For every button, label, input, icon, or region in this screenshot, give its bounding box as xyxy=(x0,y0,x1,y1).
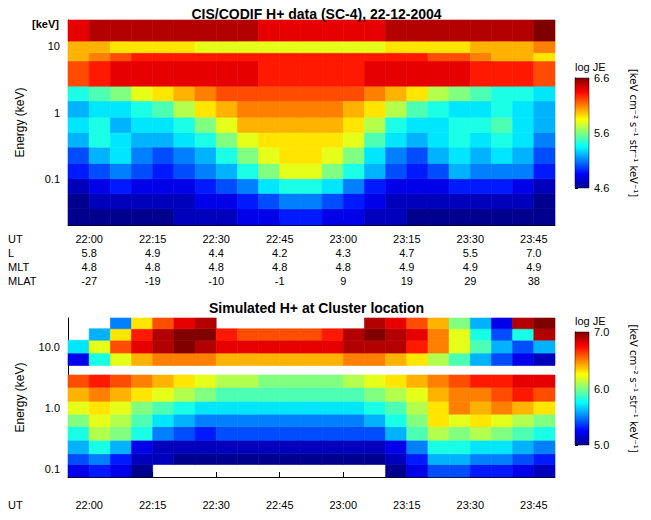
svg-text:L: L xyxy=(8,247,14,259)
svg-text:4.9: 4.9 xyxy=(399,261,414,273)
svg-text:22:30: 22:30 xyxy=(202,233,230,245)
svg-text:0.1: 0.1 xyxy=(45,173,60,185)
svg-text:22:00: 22:00 xyxy=(75,233,103,245)
svg-text:4.9: 4.9 xyxy=(145,247,160,259)
svg-text:5.5: 5.5 xyxy=(463,247,478,259)
svg-text:4.8: 4.8 xyxy=(272,261,287,273)
svg-text:1.0: 1.0 xyxy=(45,402,60,414)
svg-text:MLT: MLT xyxy=(8,261,29,273)
svg-text:23:30: 23:30 xyxy=(457,499,485,511)
svg-text:5.6: 5.6 xyxy=(594,127,609,139)
svg-text:4.8: 4.8 xyxy=(145,261,160,273)
svg-text:4.7: 4.7 xyxy=(399,247,414,259)
svg-text:4.8: 4.8 xyxy=(336,261,351,273)
svg-text:Energy (keV): Energy (keV) xyxy=(13,87,27,157)
svg-text:23:15: 23:15 xyxy=(393,233,421,245)
svg-text:4.9: 4.9 xyxy=(526,261,541,273)
svg-text:-10: -10 xyxy=(208,275,224,287)
svg-text:[keV cm⁻² s⁻¹ str⁻¹ keV⁻¹]: [keV cm⁻² s⁻¹ str⁻¹ keV⁻¹] xyxy=(628,69,639,197)
svg-text:22:00: 22:00 xyxy=(75,499,103,511)
svg-text:-19: -19 xyxy=(145,275,161,287)
svg-text:UT: UT xyxy=(8,233,23,245)
svg-text:log JE: log JE xyxy=(575,61,606,73)
svg-text:4.8: 4.8 xyxy=(209,261,224,273)
svg-text:23:45: 23:45 xyxy=(520,499,548,511)
svg-text:29: 29 xyxy=(464,275,476,287)
svg-text:19: 19 xyxy=(401,275,413,287)
svg-text:CIS/CODIF H+ data (SC-4), 22-1: CIS/CODIF H+ data (SC-4), 22-12-2004 xyxy=(191,6,441,22)
svg-text:Energy (keV): Energy (keV) xyxy=(13,362,27,432)
svg-text:4.9: 4.9 xyxy=(463,261,478,273)
svg-text:4.8: 4.8 xyxy=(82,261,97,273)
svg-text:10.0: 10.0 xyxy=(39,341,60,353)
svg-text:1: 1 xyxy=(54,107,60,119)
svg-text:9: 9 xyxy=(340,275,346,287)
svg-text:23:45: 23:45 xyxy=(520,233,548,245)
svg-text:6.6: 6.6 xyxy=(594,72,609,84)
svg-text:Simulated H+ at Cluster locati: Simulated H+ at Cluster location xyxy=(209,300,424,316)
svg-text:23:30: 23:30 xyxy=(457,233,485,245)
svg-text:22:15: 22:15 xyxy=(139,499,167,511)
svg-text:10: 10 xyxy=(48,40,60,52)
svg-text:5.8: 5.8 xyxy=(82,247,97,259)
svg-text:UT: UT xyxy=(8,499,23,511)
svg-text:MLAT: MLAT xyxy=(8,275,37,287)
svg-text:22:15: 22:15 xyxy=(139,233,167,245)
svg-text:22:45: 22:45 xyxy=(266,233,294,245)
svg-text:5.0: 5.0 xyxy=(594,439,609,451)
svg-text:6.0: 6.0 xyxy=(594,383,609,395)
svg-text:7.0: 7.0 xyxy=(526,247,541,259)
svg-text:[keV]: [keV] xyxy=(32,18,59,30)
svg-text:7.0: 7.0 xyxy=(594,326,609,338)
svg-text:23:00: 23:00 xyxy=(329,499,357,511)
svg-text:4.2: 4.2 xyxy=(272,247,287,259)
svg-text:23:00: 23:00 xyxy=(329,233,357,245)
svg-text:22:45: 22:45 xyxy=(266,499,294,511)
svg-text:22:30: 22:30 xyxy=(202,499,230,511)
svg-text:38: 38 xyxy=(528,275,540,287)
svg-text:4.3: 4.3 xyxy=(336,247,351,259)
svg-text:-27: -27 xyxy=(81,275,97,287)
svg-text:4.6: 4.6 xyxy=(594,182,609,194)
svg-text:-1: -1 xyxy=(275,275,285,287)
svg-text:0.1: 0.1 xyxy=(45,463,60,475)
svg-text:4.4: 4.4 xyxy=(209,247,224,259)
svg-text:log JE: log JE xyxy=(575,315,606,327)
svg-text:[keV cm⁻² s⁻¹ str⁻¹ keV⁻¹]: [keV cm⁻² s⁻¹ str⁻¹ keV⁻¹] xyxy=(628,324,639,452)
svg-text:23:15: 23:15 xyxy=(393,499,421,511)
